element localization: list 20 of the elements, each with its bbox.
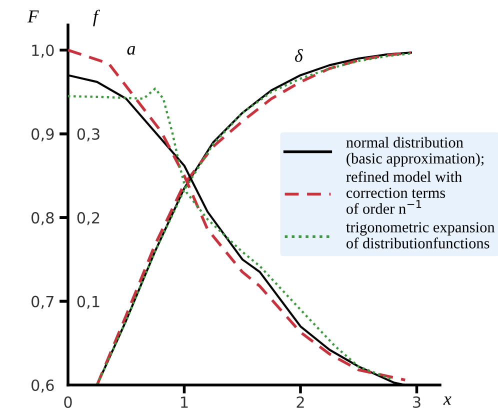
legend-label: refined model with correction terms of order n$^{−1}$ [346,171,462,214]
x-tick-label: 2 [296,396,304,408]
y2-axis-title: f [93,10,100,26]
y-tick-label: 0,7 [32,296,54,309]
x-tick-label: 3 [413,396,420,408]
y2-tick-label: 0,2 [77,212,100,226]
annotation: δ [294,49,304,62]
y-tick-label: 0,8 [32,212,54,226]
x-tick-label: 0 [64,396,72,408]
y-tick-label: 0,9 [32,128,54,142]
y2-tick-label: 0,1 [77,296,100,309]
annotation: a [127,46,136,55]
legend-label: trigonometric expansion of distributionfunctions [346,222,495,248]
x-tick-label: 1 [181,396,188,408]
x-axis-title: x [443,396,452,405]
y2-tick-label: 0,3 [77,128,100,142]
y-tick-label: 1,0 [32,44,54,58]
y-tick-label: 0,6 [32,379,54,393]
legend-label: normal distribution (basic approximation); [346,136,484,167]
y-axis-title: F [28,10,39,22]
